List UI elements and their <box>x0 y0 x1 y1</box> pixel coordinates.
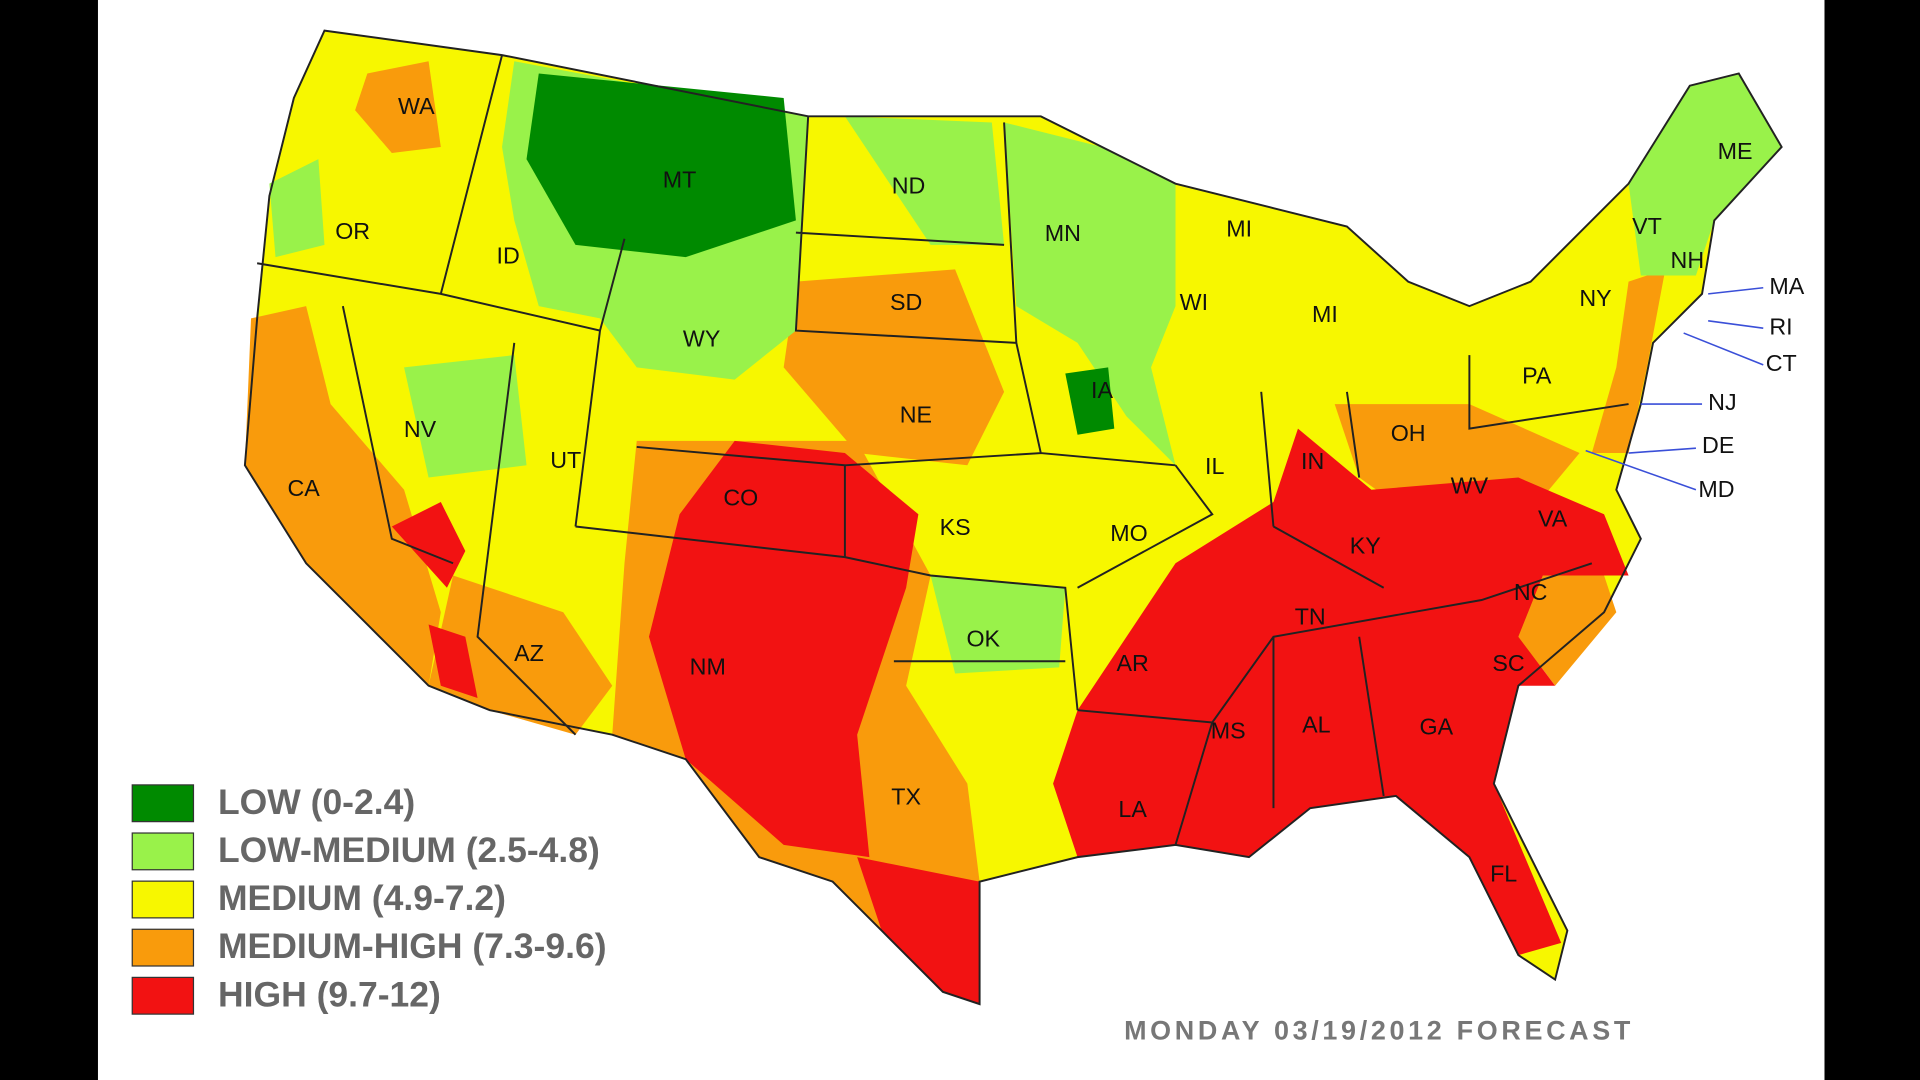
state-label: GA <box>1420 714 1454 740</box>
zone <box>1518 575 1617 686</box>
state-label: OR <box>335 218 370 244</box>
state-label: NM <box>690 654 726 680</box>
leader-line <box>1683 332 1764 366</box>
state-borders <box>243 29 1783 1006</box>
zone <box>1004 122 1176 466</box>
state-label: AR <box>1116 650 1148 676</box>
leader-line <box>1585 449 1697 491</box>
leader-line <box>1708 286 1764 295</box>
state-label: UT <box>550 447 581 473</box>
state-label: MS <box>1211 717 1246 743</box>
zone <box>783 269 1005 466</box>
state-label: WA <box>398 93 435 119</box>
legend-swatch <box>131 880 195 919</box>
state-label: ID <box>497 242 520 268</box>
zone <box>404 355 527 478</box>
zone <box>269 159 325 258</box>
zone <box>1053 428 1629 956</box>
state-label: NC <box>1514 579 1548 605</box>
zone <box>857 857 980 1005</box>
zone <box>428 624 478 698</box>
state-labels: WA OR ID MT ND MN WI MI MI ME VT NH NY P… <box>288 93 1805 887</box>
state-label: OH <box>1391 420 1426 446</box>
state-label: TN <box>1295 604 1326 630</box>
state-label: DE <box>1702 432 1734 458</box>
legend-swatch <box>131 832 195 871</box>
zone <box>244 306 441 686</box>
legend: LOW (0-2.4) LOW-MEDIUM (2.5-4.8) MEDIUM (4… <box>131 782 607 1015</box>
state-label: CO <box>723 485 758 511</box>
legend-swatch <box>131 784 195 823</box>
legend-swatch <box>131 928 195 967</box>
state-label: LA <box>1118 796 1147 822</box>
forecast-caption: MONDAY 03/19/2012 FORECAST <box>1124 1015 1634 1045</box>
state-label: TX <box>891 784 921 810</box>
legend-label: MEDIUM-HIGH (7.3-9.6) <box>218 926 607 966</box>
state-label: MO <box>1110 520 1147 546</box>
state-label: KS <box>940 514 971 540</box>
state-label: MN <box>1045 220 1081 246</box>
state-label: VT <box>1632 213 1662 239</box>
zone <box>930 575 1066 674</box>
state-label: NH <box>1671 247 1705 273</box>
state-label: WY <box>683 326 720 352</box>
state-label: VA <box>1538 506 1568 532</box>
legend-label: LOW-MEDIUM (2.5-4.8) <box>218 830 600 870</box>
state-label: NY <box>1579 285 1611 311</box>
state-label: MT <box>663 166 697 192</box>
zone <box>1065 367 1115 435</box>
state-label: IA <box>1091 377 1113 403</box>
zone <box>391 502 466 588</box>
state-label: MI <box>1312 301 1338 327</box>
state-label: CA <box>288 475 321 501</box>
state-label: MI <box>1226 215 1252 241</box>
state-label: WI <box>1180 289 1208 315</box>
state-label: AZ <box>514 640 544 666</box>
state-label: NJ <box>1708 389 1736 415</box>
zone <box>355 61 441 154</box>
state-label: FL <box>1490 861 1517 887</box>
state-label: KY <box>1350 532 1381 558</box>
zones <box>244 30 1782 1005</box>
state-label: WV <box>1451 472 1489 498</box>
leader-line <box>1708 320 1764 329</box>
state-label: MD <box>1698 476 1734 502</box>
zone <box>526 73 796 258</box>
state-label: MA <box>1769 273 1804 299</box>
state-label: ND <box>892 172 926 198</box>
state-label: ME <box>1718 138 1753 164</box>
legend-label: LOW (0-2.4) <box>218 782 415 822</box>
state-label: IL <box>1205 453 1224 479</box>
state-label: OK <box>966 626 1000 652</box>
state-label: NE <box>900 401 932 427</box>
state-label: CT <box>1766 350 1797 376</box>
legend-swatch <box>131 976 195 1015</box>
state-label: IN <box>1301 448 1324 474</box>
legend-label: HIGH (9.7-12) <box>218 974 441 1014</box>
state-label: SD <box>890 289 922 315</box>
state-label: RI <box>1769 313 1792 339</box>
state-label: SC <box>1492 650 1524 676</box>
zone <box>844 116 1005 245</box>
leader-line <box>1628 447 1696 454</box>
state-label: NV <box>404 416 437 442</box>
zone <box>648 440 919 858</box>
state-label: AL <box>1302 711 1331 737</box>
legend-label: MEDIUM (4.9-7.2) <box>218 878 506 918</box>
state-label: PA <box>1522 362 1552 388</box>
